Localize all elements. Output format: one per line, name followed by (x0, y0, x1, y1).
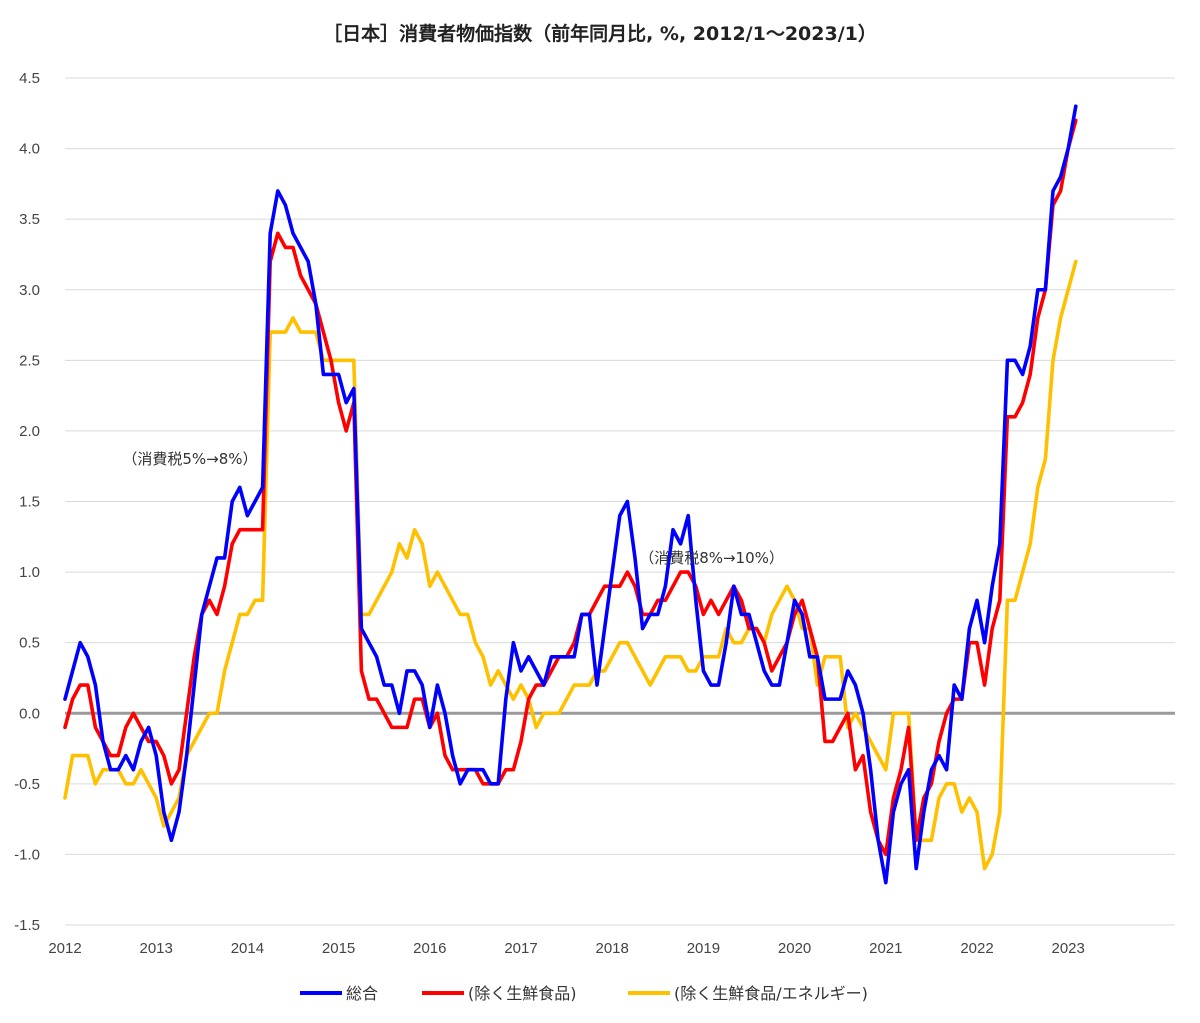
y-tick-label: 0.0 (19, 705, 40, 722)
y-tick-label: 0.5 (19, 635, 40, 652)
x-tick-label: 2022 (960, 940, 993, 957)
x-tick-label: 2023 (1052, 940, 1085, 957)
y-tick-label: -1.0 (14, 846, 40, 863)
y-tick-label: 3.0 (19, 282, 40, 299)
x-tick-label: 2021 (869, 940, 902, 957)
y-tick-label: -0.5 (14, 776, 40, 793)
y-tick-label: 4.0 (19, 141, 40, 158)
series-line (63, 259, 1078, 871)
y-tick-label: -1.5 (14, 917, 40, 934)
y-tick-label: 3.5 (19, 211, 40, 228)
x-axis: 2012 2013 2014 2015 2016 2017 2018 2019 2020 2021… (48, 940, 1085, 957)
legend-label: 総合 (346, 984, 378, 1003)
legend: 総合 (除く生鮮食品) (除く生鮮食品/エネルギー) (300, 984, 868, 1003)
annotation-label: （消費税5%→8%） (122, 450, 257, 468)
x-tick-label: 2020 (778, 940, 811, 957)
x-tick-label: 2013 (140, 940, 173, 957)
chart-title: ［日本］消費者物価指数（前年同月比, %, 2012/1～2023/1） (323, 22, 877, 45)
series-lines (63, 104, 1078, 885)
x-tick-label: 2015 (322, 940, 355, 957)
y-tick-label: 2.0 (19, 423, 40, 440)
y-tick-label: 1.5 (19, 494, 40, 511)
y-tick-label: 1.0 (19, 564, 40, 581)
x-tick-label: 2012 (48, 940, 81, 957)
x-tick-label: 2019 (687, 940, 720, 957)
y-axis: 4.5 4.0 3.5 3.0 2.5 2.0 1.5 1.0 0.5 0.0 -0.5 -1.0 -1… (14, 70, 40, 934)
y-tick-label: 2.5 (19, 352, 40, 369)
series-line (63, 104, 1078, 885)
x-tick-label: 2016 (413, 940, 446, 957)
x-tick-label: 2018 (596, 940, 629, 957)
series-line (63, 118, 1078, 857)
x-tick-label: 2014 (231, 940, 264, 957)
legend-label: (除く生鮮食品) (468, 984, 577, 1003)
x-tick-label: 2017 (504, 940, 537, 957)
annotations: （消費税5%→8%） （消費税8%→10%） (122, 450, 784, 567)
annotation-label: （消費税8%→10%） (639, 549, 784, 567)
legend-label: (除く生鮮食品/エネルギー) (674, 984, 868, 1003)
y-tick-label: 4.5 (19, 70, 40, 87)
